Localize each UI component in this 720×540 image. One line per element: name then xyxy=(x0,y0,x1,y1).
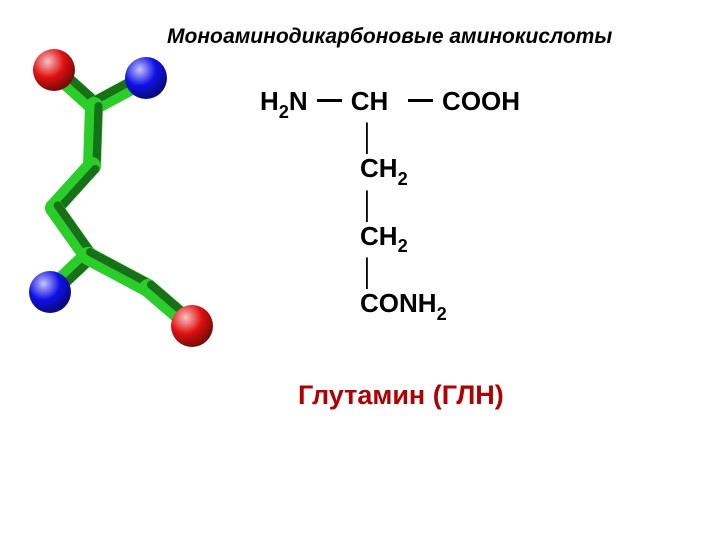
compound-name: Глутамин (ГЛН) xyxy=(298,380,504,411)
formula-row: │ xyxy=(260,192,520,218)
formula-row: CH2 xyxy=(260,155,520,186)
formula-row: │ xyxy=(260,124,520,150)
structural-formula: H2NCHCOOH │ CH2 │ CH2 │ CONH2 xyxy=(260,88,520,327)
page-title: Моноаминодикарбоновые аминокислоты xyxy=(167,25,612,49)
formula-row: CH2 xyxy=(260,223,520,254)
formula-row: CONH2 xyxy=(260,290,520,321)
formula-row: │ xyxy=(260,259,520,285)
molecule-svg xyxy=(6,48,216,348)
molecule-3d-view xyxy=(6,48,216,348)
formula-row: H2NCHCOOH xyxy=(260,88,520,119)
